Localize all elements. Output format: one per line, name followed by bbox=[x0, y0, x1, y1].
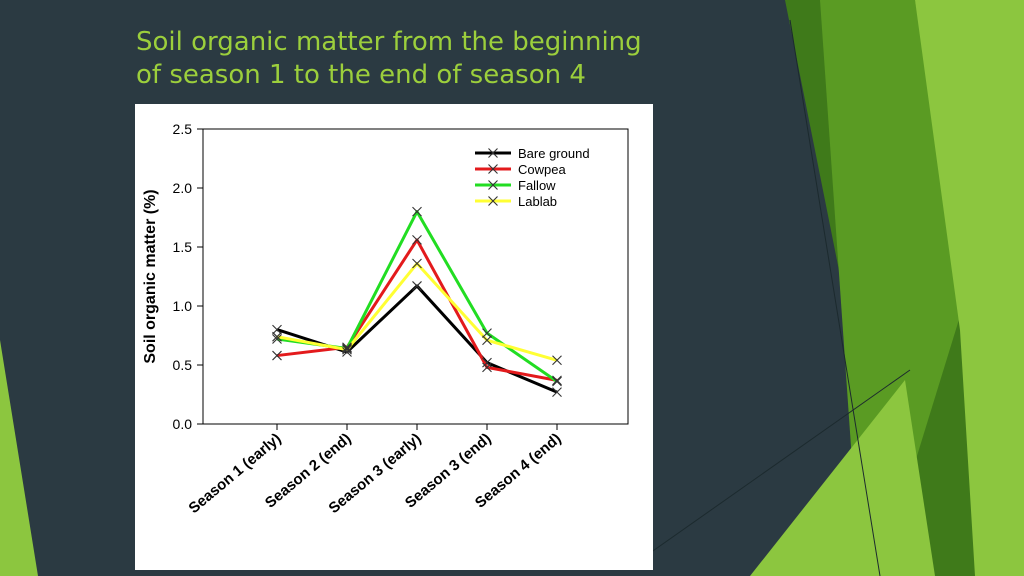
data-point-marker bbox=[272, 324, 282, 335]
data-point-marker bbox=[412, 281, 422, 291]
y-tick-label: 1.0 bbox=[173, 298, 193, 314]
deco-line-2 bbox=[639, 369, 911, 561]
legend-label: Lablab bbox=[518, 194, 557, 209]
y-axis-label: Soil organic matter (%) bbox=[142, 189, 159, 363]
data-point-marker bbox=[272, 350, 282, 361]
slide-title-line-2: of season 1 to the end of season 4 bbox=[136, 60, 586, 90]
legend-label: Fallow bbox=[518, 178, 556, 193]
series-line bbox=[276, 262, 558, 362]
data-point-marker bbox=[482, 328, 492, 339]
data-point-marker bbox=[412, 206, 422, 217]
data-point-marker bbox=[412, 235, 422, 245]
data-point-marker bbox=[342, 347, 352, 357]
chart-panel: 0.0 0.5 1.0 1.5 2.0 2.5 Soil organic matter (%… bbox=[135, 104, 653, 570]
data-point-marker bbox=[552, 355, 562, 366]
legend-marker bbox=[488, 196, 498, 206]
legend-label: Bare ground bbox=[518, 146, 590, 161]
y-tick-label: 2.5 bbox=[173, 121, 193, 137]
data-point-marker bbox=[272, 334, 282, 344]
legend-marker bbox=[488, 164, 498, 174]
slide-title-line-1: Soil organic matter from the beginning bbox=[136, 27, 642, 57]
y-tick-label: 2.0 bbox=[173, 180, 193, 196]
data-point-marker bbox=[342, 342, 352, 353]
data-point-marker bbox=[552, 375, 562, 386]
series-line bbox=[276, 284, 558, 394]
slide-title: Soil organic matter from the beginning o… bbox=[136, 26, 756, 92]
deco-shape-light-green bbox=[915, 0, 1024, 576]
data-point-marker bbox=[552, 376, 562, 387]
series-line bbox=[276, 238, 558, 382]
data-point-marker bbox=[342, 343, 352, 354]
data-point-marker bbox=[482, 362, 492, 373]
deco-shape-lower-light bbox=[750, 380, 935, 576]
legend-marker bbox=[488, 148, 498, 158]
y-tick-label: 0.0 bbox=[173, 416, 193, 432]
plot-frame bbox=[202, 128, 629, 425]
y-tick-label: 1.5 bbox=[173, 239, 193, 255]
legend-label: Cowpea bbox=[518, 162, 566, 177]
data-point-marker bbox=[342, 344, 352, 355]
deco-shape-left bbox=[0, 340, 38, 576]
legend-marker bbox=[488, 180, 498, 190]
series-line bbox=[276, 210, 558, 383]
data-point-marker bbox=[552, 387, 562, 398]
data-point-marker bbox=[482, 335, 492, 346]
data-point-marker bbox=[412, 258, 422, 269]
y-tick-label: 0.5 bbox=[173, 357, 193, 373]
data-point-marker bbox=[272, 331, 282, 342]
line-chart: 0.0 0.5 1.0 1.5 2.0 2.5 Soil organic matter (%… bbox=[142, 121, 629, 517]
data-point-marker bbox=[482, 357, 492, 368]
deco-line-1 bbox=[789, 19, 881, 576]
